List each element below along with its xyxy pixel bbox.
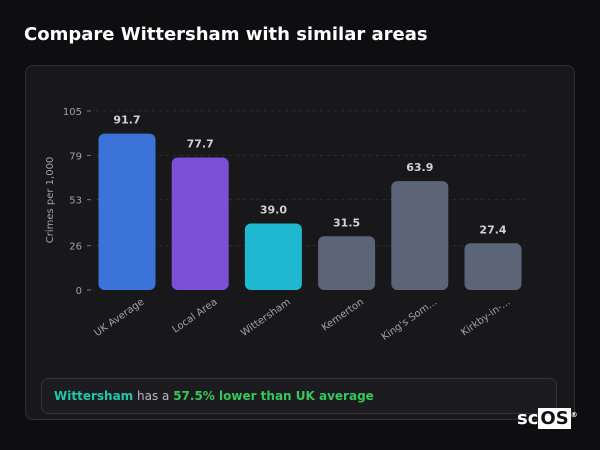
value-label: 27.4	[479, 223, 506, 236]
summary-box: Wittersham has a 57.5% lower than UK ave…	[41, 378, 557, 414]
bar	[464, 243, 522, 290]
x-tick-label: UK Average	[92, 297, 146, 339]
y-axis-label: Crimes per 1,000	[45, 157, 56, 244]
value-label: 91.7	[113, 114, 140, 127]
scos-logo: sc OS ®	[517, 408, 578, 429]
x-tick-label: Kemerton	[320, 297, 366, 334]
page-title: Compare Wittersham with similar areas	[24, 24, 428, 45]
bar	[98, 133, 156, 290]
summary-text: has a	[133, 389, 174, 403]
bar	[244, 223, 302, 290]
value-label: 63.9	[406, 161, 433, 174]
x-tick-label: Local Area	[171, 297, 220, 336]
summary-highlight: 57.5% lower than UK average	[173, 389, 374, 403]
y-tick-label: 26	[69, 242, 82, 253]
bar	[318, 236, 376, 290]
y-tick-label: 0	[76, 286, 82, 297]
value-label: 77.7	[187, 138, 214, 151]
x-tick-label: Kirkby-in-...	[459, 297, 512, 339]
y-tick-label: 105	[63, 107, 82, 118]
y-tick-label: 79	[69, 151, 82, 162]
y-tick-label: 53	[69, 196, 82, 207]
value-label: 39.0	[260, 204, 287, 217]
summary-place: Wittersham	[54, 389, 134, 403]
x-tick-label: Wittersham	[239, 297, 293, 339]
bar	[171, 157, 229, 290]
value-label: 31.5	[333, 216, 360, 229]
x-tick-label: King's Som...	[380, 297, 439, 343]
bar	[391, 181, 449, 290]
